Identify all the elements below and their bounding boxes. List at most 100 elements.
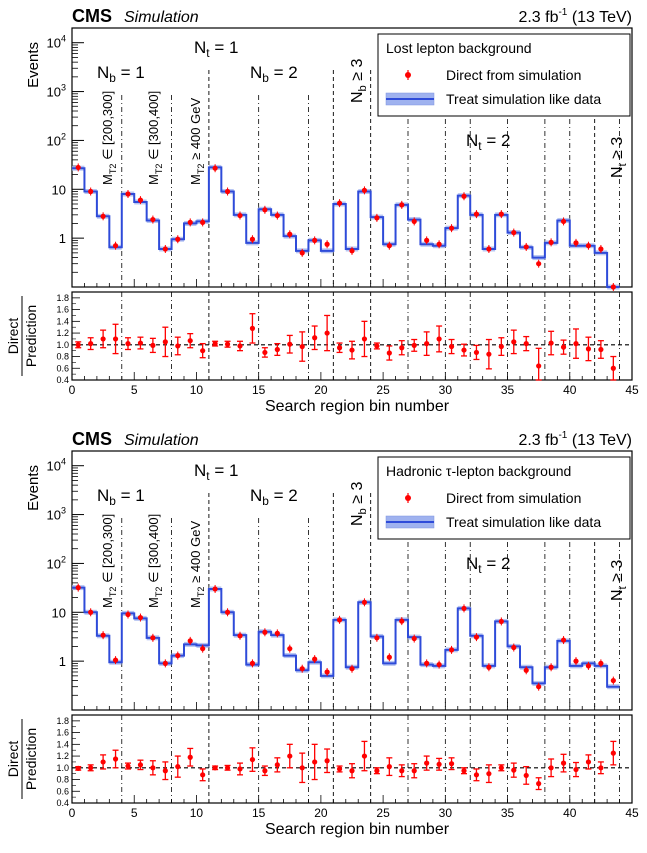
data-point bbox=[349, 666, 355, 672]
ratio-point bbox=[610, 365, 616, 371]
ratio-y-tick-label: 0.8 bbox=[56, 352, 69, 362]
ratio-point bbox=[262, 349, 268, 356]
x-tick-label: 25 bbox=[376, 806, 390, 820]
ratio-point bbox=[399, 345, 405, 351]
cms-label: CMS bbox=[72, 429, 112, 449]
ratio-y-tick-label: 1.2 bbox=[56, 328, 69, 338]
ratio-point bbox=[399, 768, 405, 774]
data-point bbox=[560, 218, 567, 225]
ratio-point bbox=[585, 346, 592, 352]
x-axis-label: Search region bin number bbox=[265, 821, 450, 838]
data-point bbox=[262, 629, 268, 635]
ratio-point bbox=[473, 349, 480, 356]
data-point bbox=[349, 248, 355, 254]
legend-title: Hadronic τ-lepton background bbox=[386, 463, 571, 479]
data-point bbox=[548, 664, 554, 670]
data-point bbox=[125, 611, 131, 618]
ratio-point bbox=[511, 339, 517, 345]
data-point bbox=[212, 586, 218, 592]
ratio-point bbox=[187, 754, 193, 760]
data-point bbox=[150, 216, 156, 223]
y-tick-label: 102 bbox=[47, 131, 66, 148]
ratio-y-tick-label: 0.8 bbox=[56, 775, 69, 785]
data-point bbox=[585, 663, 592, 669]
ratio-point bbox=[287, 753, 293, 759]
y-tick-label: 1 bbox=[59, 231, 66, 246]
data-point bbox=[610, 677, 616, 684]
ratio-point bbox=[137, 340, 144, 346]
ratio-point bbox=[411, 342, 417, 348]
data-point bbox=[486, 246, 492, 252]
cms-label: CMS bbox=[72, 6, 112, 26]
data-point bbox=[436, 661, 442, 668]
data-point bbox=[187, 219, 193, 225]
y-tick-label: 104 bbox=[47, 457, 66, 474]
data-point bbox=[112, 243, 119, 249]
data-point bbox=[299, 250, 305, 256]
data-point bbox=[88, 609, 94, 615]
ratio-label-top: Direct bbox=[5, 741, 21, 778]
data-point bbox=[212, 165, 218, 171]
data-point bbox=[361, 187, 368, 193]
ratio-point bbox=[436, 761, 442, 767]
ratio-point bbox=[585, 759, 592, 765]
ratio-point bbox=[200, 348, 206, 354]
ratio-point bbox=[336, 766, 343, 772]
x-tick-label: 0 bbox=[69, 806, 76, 820]
ratio-y-tick-label: 1.4 bbox=[56, 739, 69, 749]
ratio-plot-frame bbox=[71, 291, 633, 381]
ratio-point bbox=[386, 764, 392, 770]
y-tick-label: 103 bbox=[47, 506, 66, 523]
data-point bbox=[287, 646, 293, 652]
ratio-point bbox=[536, 363, 542, 369]
legend-point-marker bbox=[405, 72, 411, 78]
ratio-point bbox=[125, 763, 131, 769]
annotation-nb1: Nb = 1 bbox=[97, 486, 145, 508]
data-point bbox=[324, 241, 330, 247]
annotation-nb2: Nb = 2 bbox=[250, 63, 298, 85]
ratio-point bbox=[324, 330, 330, 336]
ratio-point bbox=[312, 759, 318, 765]
data-point bbox=[100, 632, 106, 638]
ratio-point bbox=[237, 766, 243, 772]
data-point bbox=[536, 684, 542, 690]
annotation-mt2-200-300: MT2 ∈ [200,300] bbox=[100, 91, 118, 185]
data-point bbox=[274, 212, 280, 219]
x-tick-label: 40 bbox=[563, 383, 577, 397]
lumi-label: 2.3 fb-1 (13 TeV) bbox=[518, 430, 632, 449]
ratio-point bbox=[336, 345, 343, 351]
ratio-point bbox=[610, 750, 616, 756]
y-tick-label: 10 bbox=[52, 182, 66, 197]
data-point bbox=[399, 202, 405, 208]
ratio-point bbox=[436, 336, 442, 342]
ratio-point bbox=[448, 343, 455, 350]
data-point bbox=[448, 647, 455, 653]
ratio-point bbox=[411, 768, 417, 774]
data-point bbox=[287, 231, 293, 237]
ratio-y-tick-label: 0.4 bbox=[56, 798, 69, 808]
legend-direct-label: Direct from simulation bbox=[446, 490, 581, 506]
data-point bbox=[312, 656, 318, 662]
data-point bbox=[498, 618, 504, 625]
ratio-y-tick-label: 1.8 bbox=[56, 716, 69, 726]
data-point bbox=[324, 669, 330, 675]
ratio-point bbox=[312, 335, 318, 341]
y-tick-label: 1 bbox=[59, 654, 66, 669]
ratio-y-tick-label: 1.0 bbox=[56, 763, 69, 773]
data-point bbox=[249, 236, 256, 242]
data-point bbox=[224, 609, 231, 615]
annotation-nb3: Nb ≥ 3 bbox=[349, 59, 369, 103]
ratio-point bbox=[212, 341, 218, 347]
data-point bbox=[249, 660, 256, 666]
data-point bbox=[461, 193, 467, 199]
ratio-point bbox=[187, 338, 193, 344]
annotation-mt2-300-400: MT2 ∈ [300,400] bbox=[146, 91, 164, 185]
data-point bbox=[573, 658, 579, 664]
data-point bbox=[200, 219, 206, 225]
data-point bbox=[237, 212, 243, 219]
ratio-point bbox=[324, 758, 330, 764]
ratio-label-bottom: Prediction bbox=[23, 728, 39, 790]
data-point bbox=[598, 660, 604, 666]
ratio-point bbox=[112, 756, 119, 762]
legend-title: Lost lepton background bbox=[386, 40, 532, 56]
